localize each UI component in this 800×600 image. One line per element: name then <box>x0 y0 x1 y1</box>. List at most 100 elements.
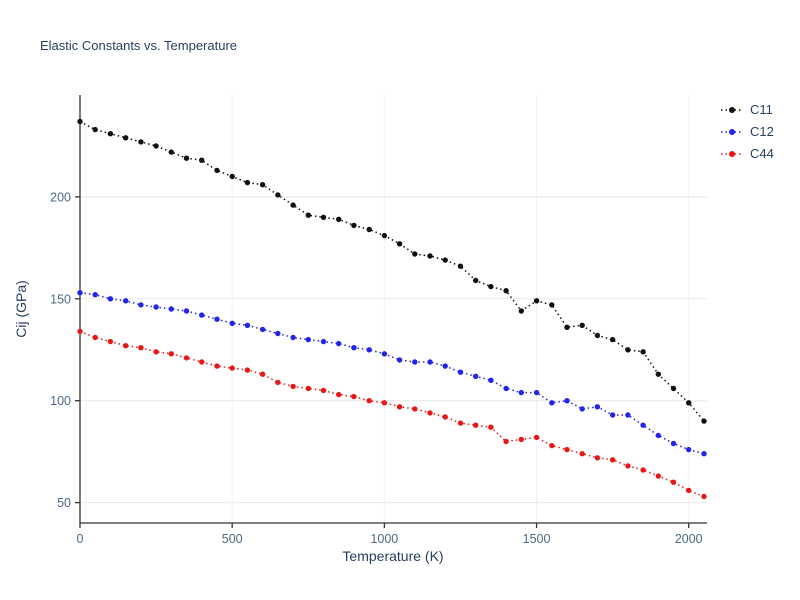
series-marker-C44 <box>153 349 159 355</box>
series-marker-C11 <box>138 139 144 145</box>
series-marker-C44 <box>518 436 524 443</box>
series-marker-C44 <box>214 363 220 369</box>
series-marker-C44 <box>701 493 707 500</box>
series-marker-C12 <box>168 306 174 312</box>
legend-swatch-C11 <box>721 106 743 113</box>
series-marker-C12 <box>244 322 251 328</box>
series-marker-C11 <box>229 173 235 180</box>
series-marker-C12 <box>549 400 555 406</box>
series-marker-C44 <box>183 355 190 361</box>
x-tick-label: 1000 <box>370 532 398 546</box>
series-marker-C11 <box>305 212 311 218</box>
series-marker-C12 <box>701 451 707 457</box>
y-tick-label: 150 <box>50 292 71 306</box>
series-marker-C11 <box>92 126 98 133</box>
series-marker-C11 <box>396 241 403 247</box>
series-marker-C44 <box>259 371 266 377</box>
legend-item-C11[interactable]: C11 <box>720 102 774 117</box>
series-marker-C11 <box>366 226 372 233</box>
series-marker-C12 <box>594 404 601 410</box>
series-marker-C44 <box>77 328 83 335</box>
series-marker-C11 <box>457 263 464 269</box>
series-marker-C12 <box>381 351 388 357</box>
series-marker-C44 <box>488 424 494 430</box>
series-marker-C44 <box>564 446 570 453</box>
series-marker-C12 <box>625 412 631 418</box>
series-marker-C12 <box>77 290 83 296</box>
x-tick-label: 500 <box>222 532 243 546</box>
series-marker-C12 <box>396 357 403 363</box>
series-marker-C11 <box>381 232 388 239</box>
legend-label-C12: C12 <box>750 124 774 139</box>
series-marker-C11 <box>579 322 585 328</box>
series-marker-C11 <box>518 308 524 314</box>
series-marker-C12 <box>275 330 281 337</box>
series-marker-C12 <box>488 377 494 383</box>
series-marker-C44 <box>412 406 418 412</box>
legend-label-C44: C44 <box>750 146 774 161</box>
series-marker-C44 <box>503 438 509 445</box>
series-marker-C44 <box>609 457 616 463</box>
series-marker-C12 <box>92 292 98 298</box>
series-marker-C11 <box>320 214 327 220</box>
series-line-C12 <box>79 291 705 455</box>
series-marker-C11 <box>564 324 570 330</box>
series-marker-C11 <box>336 216 342 222</box>
series-marker-C44 <box>244 367 251 373</box>
x-axis-title: Temperature (K) <box>342 548 444 564</box>
series-marker-C44 <box>579 451 585 457</box>
series-marker-C44 <box>549 442 555 449</box>
series-marker-C44 <box>457 420 464 426</box>
series-marker-C11 <box>488 283 494 290</box>
series-marker-C12 <box>503 385 509 392</box>
series-marker-C12 <box>138 302 144 308</box>
series-marker-C12 <box>123 298 129 304</box>
series-marker-C12 <box>107 296 114 302</box>
chart-title: Elastic Constants vs. Temperature <box>40 38 238 53</box>
series-marker-C11 <box>442 257 448 263</box>
legend-swatch-C12 <box>721 128 743 135</box>
series-marker-C44 <box>305 385 311 392</box>
series-marker-C11 <box>199 157 205 163</box>
series-marker-C44 <box>442 414 448 420</box>
series-marker-C12 <box>457 369 464 375</box>
series-marker-C44 <box>229 365 235 371</box>
series-marker-C11 <box>701 418 707 424</box>
series-marker-C12 <box>579 406 585 412</box>
legend-item-C12[interactable]: C12 <box>720 124 774 139</box>
series-marker-C11 <box>244 179 251 186</box>
legend: C11 C12 C44 <box>720 102 774 161</box>
series-marker-C11 <box>168 149 174 155</box>
y-tick-label: 200 <box>50 190 71 204</box>
series-marker-C12 <box>290 334 296 341</box>
series-marker-C11 <box>686 400 692 406</box>
series-marker-C12 <box>609 412 616 418</box>
series-marker-C11 <box>625 347 631 353</box>
series-marker-C44 <box>640 467 646 473</box>
legend-item-C44[interactable]: C44 <box>720 146 774 161</box>
series-marker-C12 <box>686 446 692 453</box>
legend-label-C11: C11 <box>750 102 773 117</box>
series-marker-C11 <box>427 253 433 259</box>
x-tick-label: 2000 <box>675 532 703 546</box>
series-marker-C44 <box>686 487 692 494</box>
series-marker-C11 <box>609 336 616 343</box>
series-marker-C44 <box>290 383 296 390</box>
series-marker-C12 <box>199 312 205 318</box>
series-marker-C12 <box>259 326 266 333</box>
series-marker-C12 <box>655 432 661 439</box>
series-marker-C44 <box>366 398 372 404</box>
series-marker-C12 <box>640 422 646 428</box>
series-marker-C11 <box>594 332 601 339</box>
series-marker-C44 <box>320 387 327 394</box>
series-marker-C11 <box>214 167 220 174</box>
series-marker-C12 <box>320 338 327 345</box>
y-axis-title: Cij (GPa) <box>13 280 29 338</box>
y-tick-label: 50 <box>57 496 71 510</box>
series-marker-C11 <box>670 385 677 392</box>
series-marker-C12 <box>518 389 524 396</box>
series-marker-C12 <box>153 304 159 310</box>
series-marker-C12 <box>670 440 677 447</box>
